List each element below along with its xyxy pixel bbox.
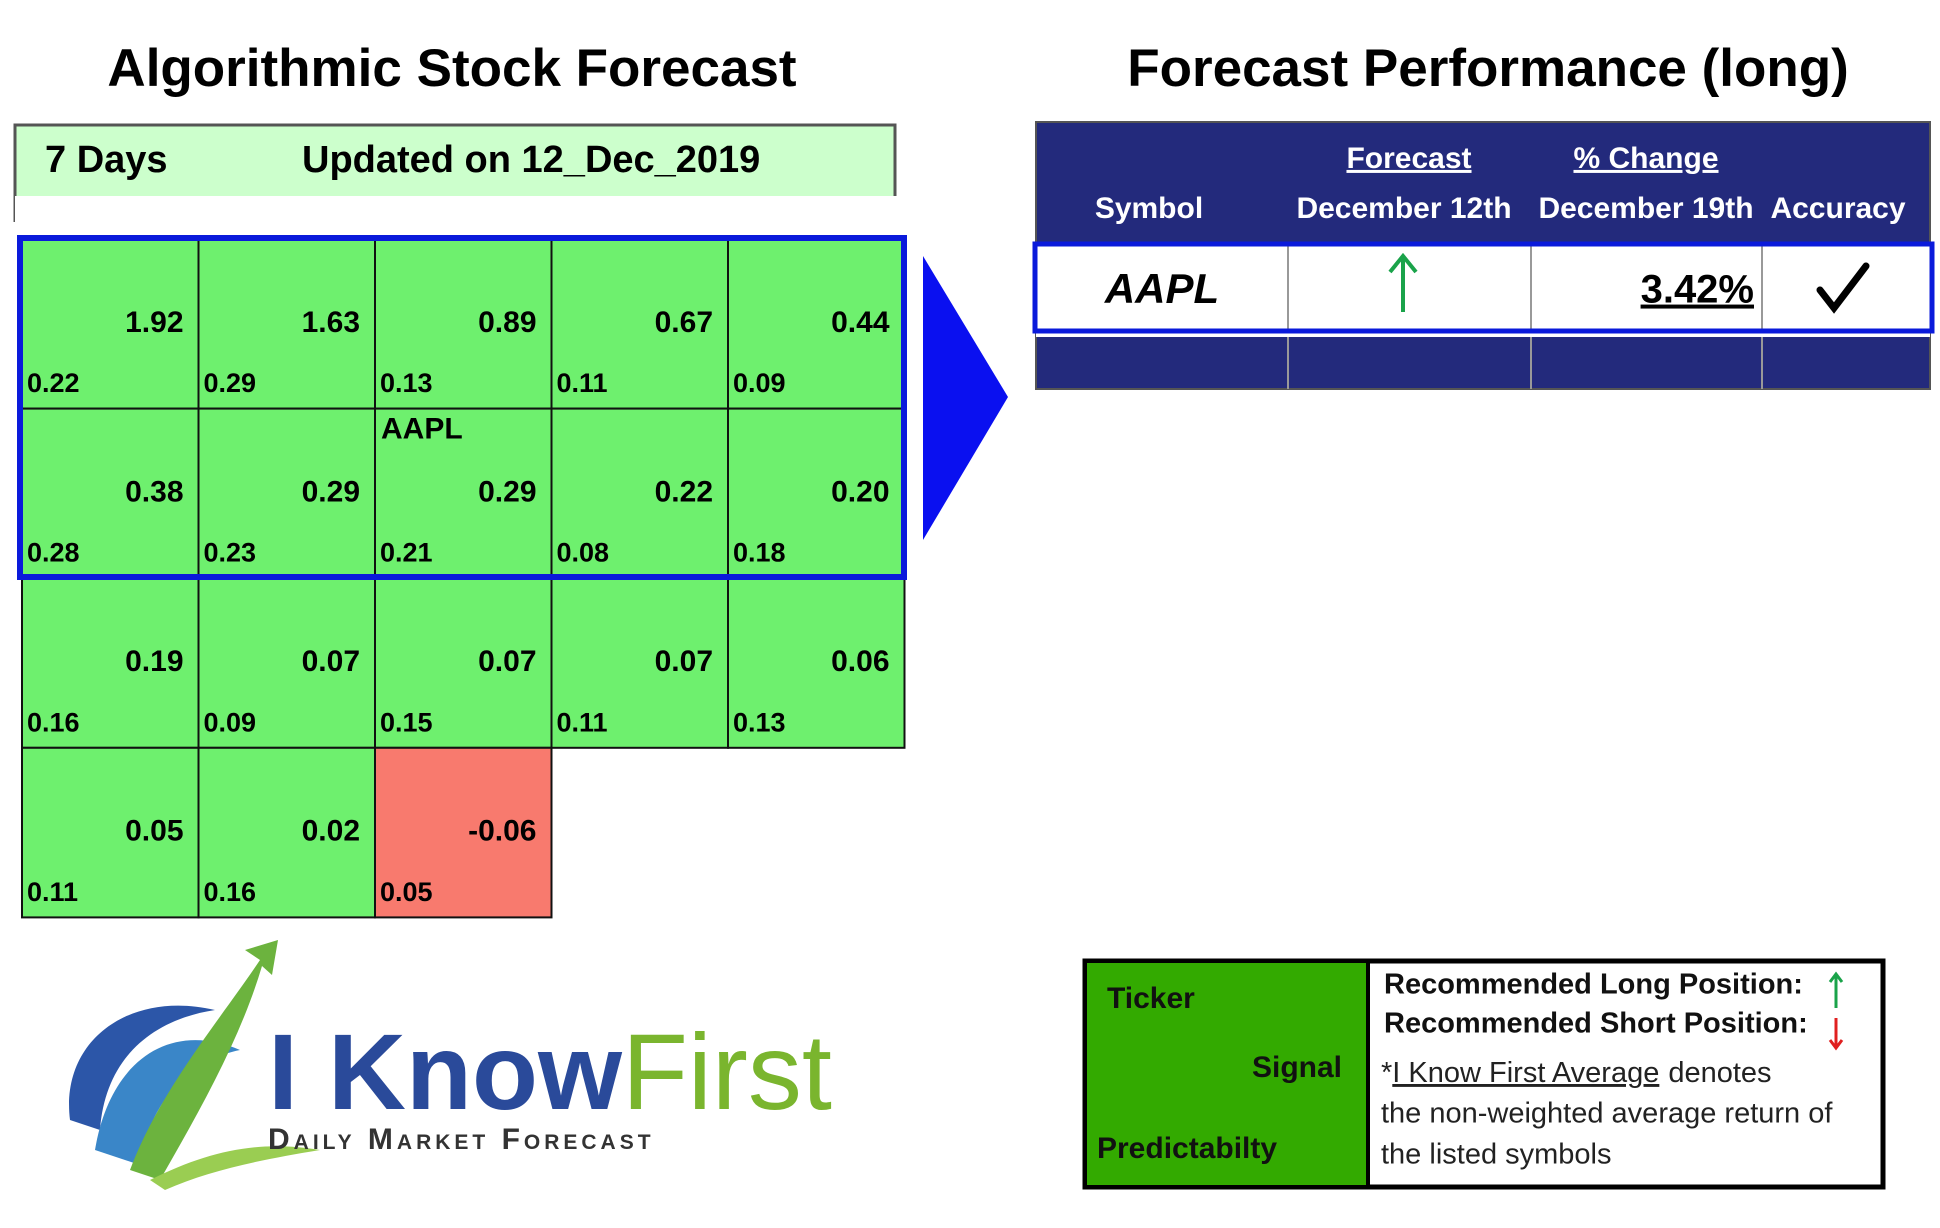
legend-up-arrow — [1828, 971, 1844, 1008]
cell-signal: 0.02 — [302, 815, 360, 848]
legend-note-3: the listed symbols — [1381, 1139, 1612, 1171]
cell-signal: 0.07 — [302, 645, 360, 678]
header-border — [13, 123, 897, 222]
cell-predictability: 0.22 — [27, 368, 80, 398]
cell-signal: 0.20 — [831, 476, 889, 509]
cell-signal: 0.38 — [125, 476, 183, 509]
forecast-grid: 1.92 0.22 1.63 0.29 0.89 0.13 0.67 0.11 0.44 0.09… — [21, 238, 906, 919]
cell-signal: 0.06 — [831, 645, 889, 678]
cell-signal: 0.07 — [655, 645, 713, 678]
cell-predictability: 0.18 — [733, 538, 786, 568]
cell-signal: 1.92 — [125, 306, 183, 339]
cell-predictability: 0.23 — [204, 538, 257, 568]
legend-green — [1087, 963, 1368, 1185]
legend-note-1: *I Know First Average denotes — [1381, 1057, 1772, 1089]
cell-signal: 0.44 — [831, 306, 890, 339]
updated: Updated on 12_Dec_2019 — [302, 139, 760, 181]
forecast-title: Algorithmic Stock Forecast — [107, 39, 796, 98]
forecast-cell — [727, 407, 906, 580]
check-mark — [1816, 262, 1870, 314]
cell-signal: 0.67 — [655, 306, 713, 339]
cell-signal: 0.29 — [302, 476, 360, 509]
note-mark: * — [1381, 1057, 1392, 1089]
header-accuracy: Accuracy — [1770, 192, 1905, 225]
cell-predictability: 0.11 — [27, 877, 78, 907]
legend-ticker: Ticker — [1107, 982, 1195, 1015]
forecast-cell — [21, 746, 200, 919]
header-change: % Change — [1573, 142, 1718, 175]
cell-signal: -0.06 — [468, 815, 536, 848]
header-gap — [15, 196, 897, 224]
forecast-cell — [374, 577, 553, 749]
cell-predictability: 0.28 — [27, 538, 80, 568]
symbol: AAPL — [1104, 265, 1219, 312]
cell-predictability: 0.15 — [380, 707, 433, 737]
cell-predictability: 0.16 — [204, 877, 257, 907]
header-forecast: Forecast — [1346, 142, 1471, 175]
note-link: I Know First Average — [1392, 1057, 1659, 1089]
legend-down-arrow — [1828, 1018, 1844, 1051]
logo-swoosh — [69, 940, 320, 1190]
forecast-cell — [374, 746, 553, 919]
forecast-cell — [197, 238, 376, 410]
header-forecast-date: December 12th — [1296, 192, 1511, 225]
forecast-cell — [21, 407, 200, 580]
period: 7 Days — [45, 139, 168, 181]
cell-signal: 0.29 — [478, 476, 536, 509]
cell-signal: 0.07 — [478, 645, 536, 678]
cell-signal: 0.22 — [655, 476, 713, 509]
pointer-arrow — [923, 256, 1008, 540]
performance-title: Forecast Performance (long) — [1127, 39, 1849, 98]
change-value: 3.42% — [1641, 268, 1754, 312]
up-arrow — [1388, 252, 1418, 312]
cell-predictability: 0.05 — [380, 877, 433, 907]
logo-name-2: First — [622, 1011, 832, 1132]
highlight-box — [17, 235, 907, 580]
forecast-cell — [21, 238, 200, 410]
row-highlight — [1032, 241, 1935, 334]
forecast-cell — [550, 577, 729, 749]
cell-predictability: 0.11 — [557, 368, 608, 398]
cell-signal: 1.63 — [302, 306, 360, 339]
cell-predictability: 0.13 — [733, 707, 786, 737]
legend-short: Recommended Short Position: — [1384, 1008, 1808, 1040]
logo-tagline: Daily Market Forecast — [268, 1123, 655, 1156]
cell-ticker: AAPL — [381, 413, 463, 446]
cell-predictability: 0.09 — [204, 707, 257, 737]
forecast-cell — [727, 577, 906, 749]
cell-signal: 0.89 — [478, 306, 536, 339]
logo-name: I KnowFirst — [268, 1011, 832, 1132]
forecast-cell — [197, 746, 376, 919]
cell-predictability: 0.29 — [204, 368, 257, 398]
forecast-cell — [374, 407, 553, 580]
cell-predictability: 0.08 — [557, 538, 610, 568]
cell-signal: 0.05 — [125, 815, 183, 848]
legend-signal: Signal — [1252, 1051, 1342, 1084]
cell-predictability: 0.21 — [380, 538, 433, 568]
cell-predictability: 0.13 — [380, 368, 433, 398]
data-row — [1036, 246, 1930, 330]
note-rest: denotes — [1668, 1057, 1771, 1089]
legend-long: Recommended Long Position: — [1384, 969, 1803, 1001]
header-symbol: Symbol — [1095, 192, 1203, 225]
cell-predictability: 0.16 — [27, 707, 80, 737]
legend-predictability: Predictabilty — [1097, 1132, 1277, 1165]
forecast-cell — [197, 577, 376, 749]
forecast-cell — [550, 407, 729, 580]
legend-note-2: the non-weighted average return of — [1381, 1098, 1833, 1130]
header-change-date: December 19th — [1538, 192, 1753, 225]
forecast-cell — [21, 577, 200, 749]
forecast-cell — [727, 238, 906, 410]
logo-name-1: I Know — [268, 1011, 623, 1132]
cell-predictability: 0.11 — [557, 707, 608, 737]
cell-predictability: 0.09 — [733, 368, 786, 398]
cell-signal: 0.19 — [125, 645, 183, 678]
